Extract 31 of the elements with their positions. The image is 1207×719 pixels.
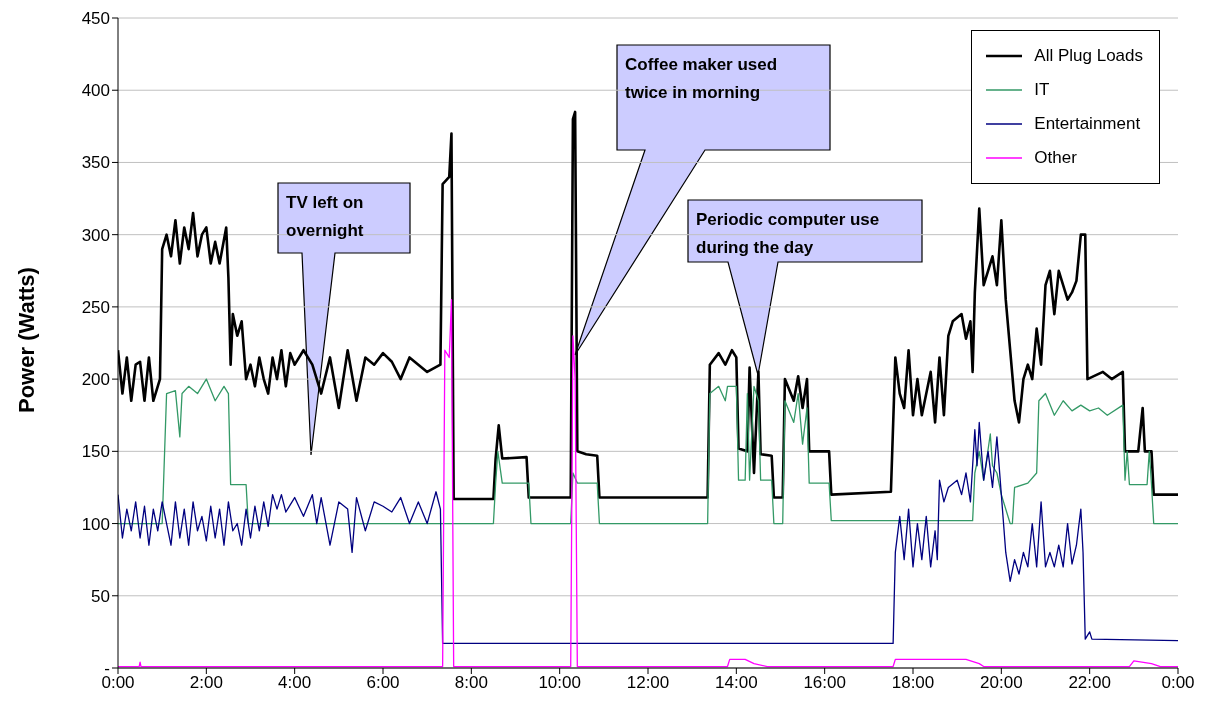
x-tick-label: 2:00 bbox=[189, 673, 223, 693]
annotation: Coffee maker used twice in morning bbox=[625, 54, 779, 104]
x-tick-label: 18:00 bbox=[891, 673, 935, 693]
legend-label: Other bbox=[1034, 147, 1077, 169]
y-tick-label: 200 bbox=[81, 370, 110, 390]
y-tick-label: 450 bbox=[81, 9, 110, 29]
annotation: TV left on overnight bbox=[286, 192, 365, 242]
x-tick-label: 14:00 bbox=[715, 673, 758, 693]
annotation: Periodic computer use during the day bbox=[696, 209, 881, 259]
x-tick-label: 4:00 bbox=[278, 673, 312, 693]
y-tick-label: 300 bbox=[81, 225, 110, 245]
legend-label: All Plug Loads bbox=[1034, 45, 1143, 67]
x-tick-label: 12:00 bbox=[626, 673, 670, 693]
y-tick-label: 150 bbox=[81, 442, 110, 462]
line-series bbox=[118, 421, 1178, 645]
x-tick-label: 6:00 bbox=[366, 673, 400, 693]
legend-label: Entertainment bbox=[1034, 113, 1141, 135]
y-tick-label: 50 bbox=[91, 586, 110, 606]
x-tick-label: 8:00 bbox=[454, 673, 488, 693]
legend-label: IT bbox=[1034, 79, 1050, 101]
x-tick-label: 20:00 bbox=[980, 673, 1023, 693]
x-tick-label: 16:00 bbox=[803, 673, 846, 693]
y-tick-label: 250 bbox=[81, 297, 110, 317]
line-series bbox=[118, 378, 1178, 525]
x-tick-label: 0:00 bbox=[1161, 673, 1195, 693]
x-tick-label: 10:00 bbox=[538, 673, 581, 693]
y-tick-label: 350 bbox=[81, 153, 110, 173]
y-tick-label: 100 bbox=[81, 514, 110, 534]
y-tick-label: 400 bbox=[81, 81, 110, 101]
y-axis-title: Power (Watts) bbox=[13, 267, 39, 413]
x-tick-label: 22:00 bbox=[1068, 673, 1111, 693]
